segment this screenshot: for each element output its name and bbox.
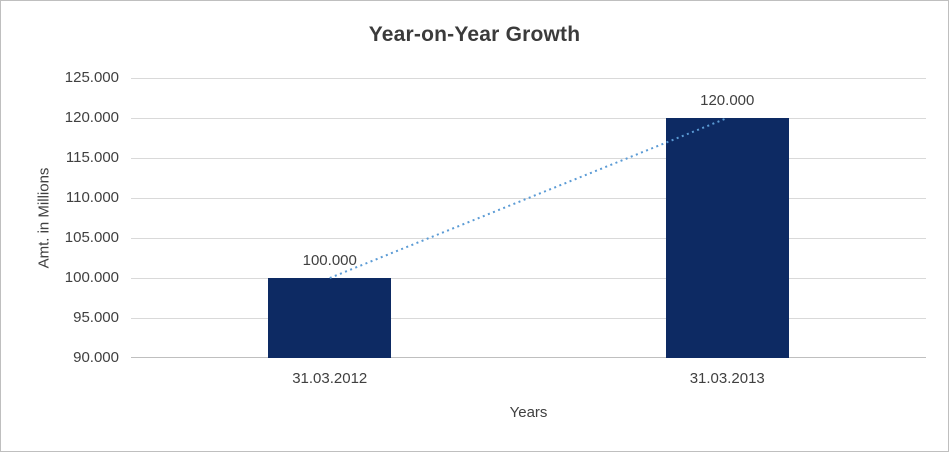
bar-value-label: 100.000	[302, 252, 357, 269]
x-axis-title: Years	[509, 404, 548, 421]
gridline	[131, 78, 926, 79]
y-tick-label: 105.000	[64, 229, 119, 246]
x-tick-label: 31.03.2012	[292, 370, 368, 387]
y-tick-label: 100.000	[64, 269, 119, 286]
x-axis-line	[131, 357, 926, 358]
gridline	[131, 238, 926, 239]
y-tick-label: 115.000	[65, 149, 119, 166]
y-tick-label: 110.000	[65, 189, 119, 206]
gridline	[131, 318, 926, 319]
y-tick-label: 120.000	[64, 109, 119, 126]
trendline-svg	[329, 117, 728, 279]
plot-area: 100.000 120.000	[131, 78, 926, 358]
gridline	[131, 198, 926, 199]
y-tick-label: 95.000	[73, 309, 119, 326]
bar	[268, 278, 392, 358]
y-axis-title: Amt. in Millions	[35, 167, 53, 269]
chart-title: Year-on-Year Growth	[368, 23, 581, 46]
y-tick-label: 90.000	[73, 349, 119, 366]
bar	[665, 118, 789, 358]
gridline	[131, 158, 926, 159]
gridline	[131, 278, 926, 279]
bar-value-label: 120.000	[700, 92, 755, 109]
y-tick-label: 125.000	[64, 69, 119, 86]
gridline	[131, 118, 926, 119]
x-tick-label: 31.03.2013	[689, 370, 765, 387]
